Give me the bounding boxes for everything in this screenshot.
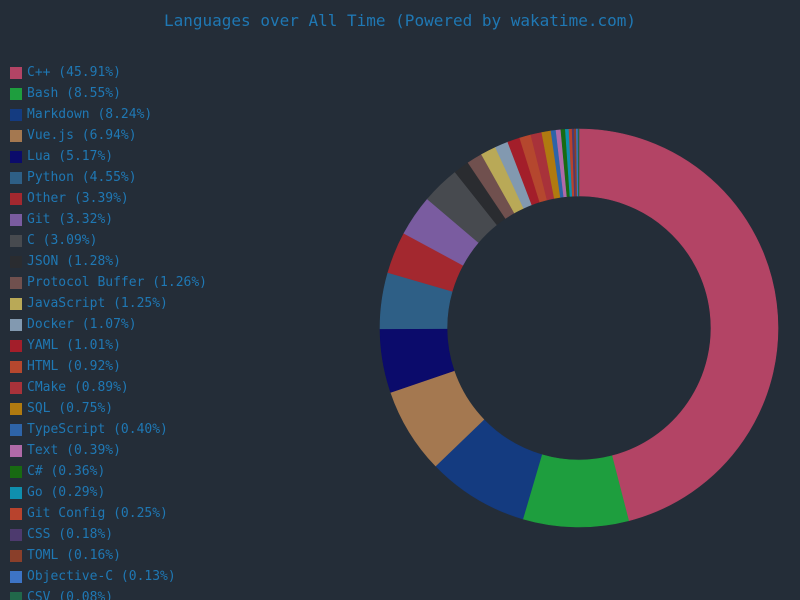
legend-swatch — [10, 466, 22, 478]
legend-label: CMake (0.89%) — [27, 380, 129, 395]
legend-swatch — [10, 235, 22, 247]
legend-swatch — [10, 382, 22, 394]
legend-swatch — [10, 151, 22, 163]
legend-label: JSON (1.28%) — [27, 254, 121, 269]
legend-label: YAML (1.01%) — [27, 338, 121, 353]
legend-swatch — [10, 130, 22, 142]
legend-swatch — [10, 529, 22, 541]
legend-swatch — [10, 445, 22, 457]
legend-swatch — [10, 214, 22, 226]
legend-label: C# (0.36%) — [27, 464, 106, 479]
legend-swatch — [10, 88, 22, 100]
legend-label: Git (3.32%) — [27, 212, 114, 227]
legend-swatch — [10, 172, 22, 184]
legend-label: Git Config (0.25%) — [27, 506, 168, 521]
legend-swatch — [10, 424, 22, 436]
legend-label: Other (3.39%) — [27, 191, 129, 206]
legend-swatch — [10, 67, 22, 79]
legend-swatch — [10, 340, 22, 352]
chart-title: Languages over All Time (Powered by waka… — [163, 11, 636, 30]
legend-label: Markdown (8.24%) — [27, 107, 153, 122]
legend-swatch — [10, 592, 22, 600]
legend-label: CSS (0.18%) — [27, 527, 114, 542]
legend-label: HTML (0.92%) — [27, 359, 121, 374]
legend-label: Bash (8.55%) — [27, 86, 121, 101]
legend-label: JavaScript (1.25%) — [27, 296, 168, 311]
legend-swatch — [10, 109, 22, 121]
legend-label: Vue.js (6.94%) — [27, 128, 137, 143]
legend-swatch — [10, 298, 22, 310]
legend-swatch — [10, 277, 22, 289]
legend-label: Docker (1.07%) — [27, 317, 137, 332]
legend-label: Protocol Buffer (1.26%) — [27, 275, 208, 290]
legend-label: TypeScript (0.40%) — [27, 422, 168, 437]
legend-swatch — [10, 571, 22, 583]
legend-label: TOML (0.16%) — [27, 548, 121, 563]
legend-swatch — [10, 319, 22, 331]
legend-label: Objective-C (0.13%) — [27, 569, 176, 584]
legend-swatch — [10, 550, 22, 562]
legend-label: C++ (45.91%) — [27, 65, 121, 80]
legend-swatch — [10, 508, 22, 520]
legend-label: Go (0.29%) — [27, 485, 106, 500]
pie-slice[interactable] — [577, 128, 580, 197]
legend-swatch — [10, 193, 22, 205]
pie-slice[interactable] — [578, 128, 779, 522]
legend-label: C (3.09%) — [27, 233, 98, 248]
legend-label: CSV (0.08%) — [27, 590, 114, 600]
legend-label: Lua (5.17%) — [27, 149, 114, 164]
legend-label: Python (4.55%) — [27, 170, 137, 185]
legend-swatch — [10, 403, 22, 415]
legend-swatch — [10, 487, 22, 499]
legend-label: SQL (0.75%) — [27, 401, 114, 416]
legend-swatch — [10, 361, 22, 373]
legend-label: Text (0.39%) — [27, 443, 121, 458]
legend-swatch — [10, 256, 22, 268]
